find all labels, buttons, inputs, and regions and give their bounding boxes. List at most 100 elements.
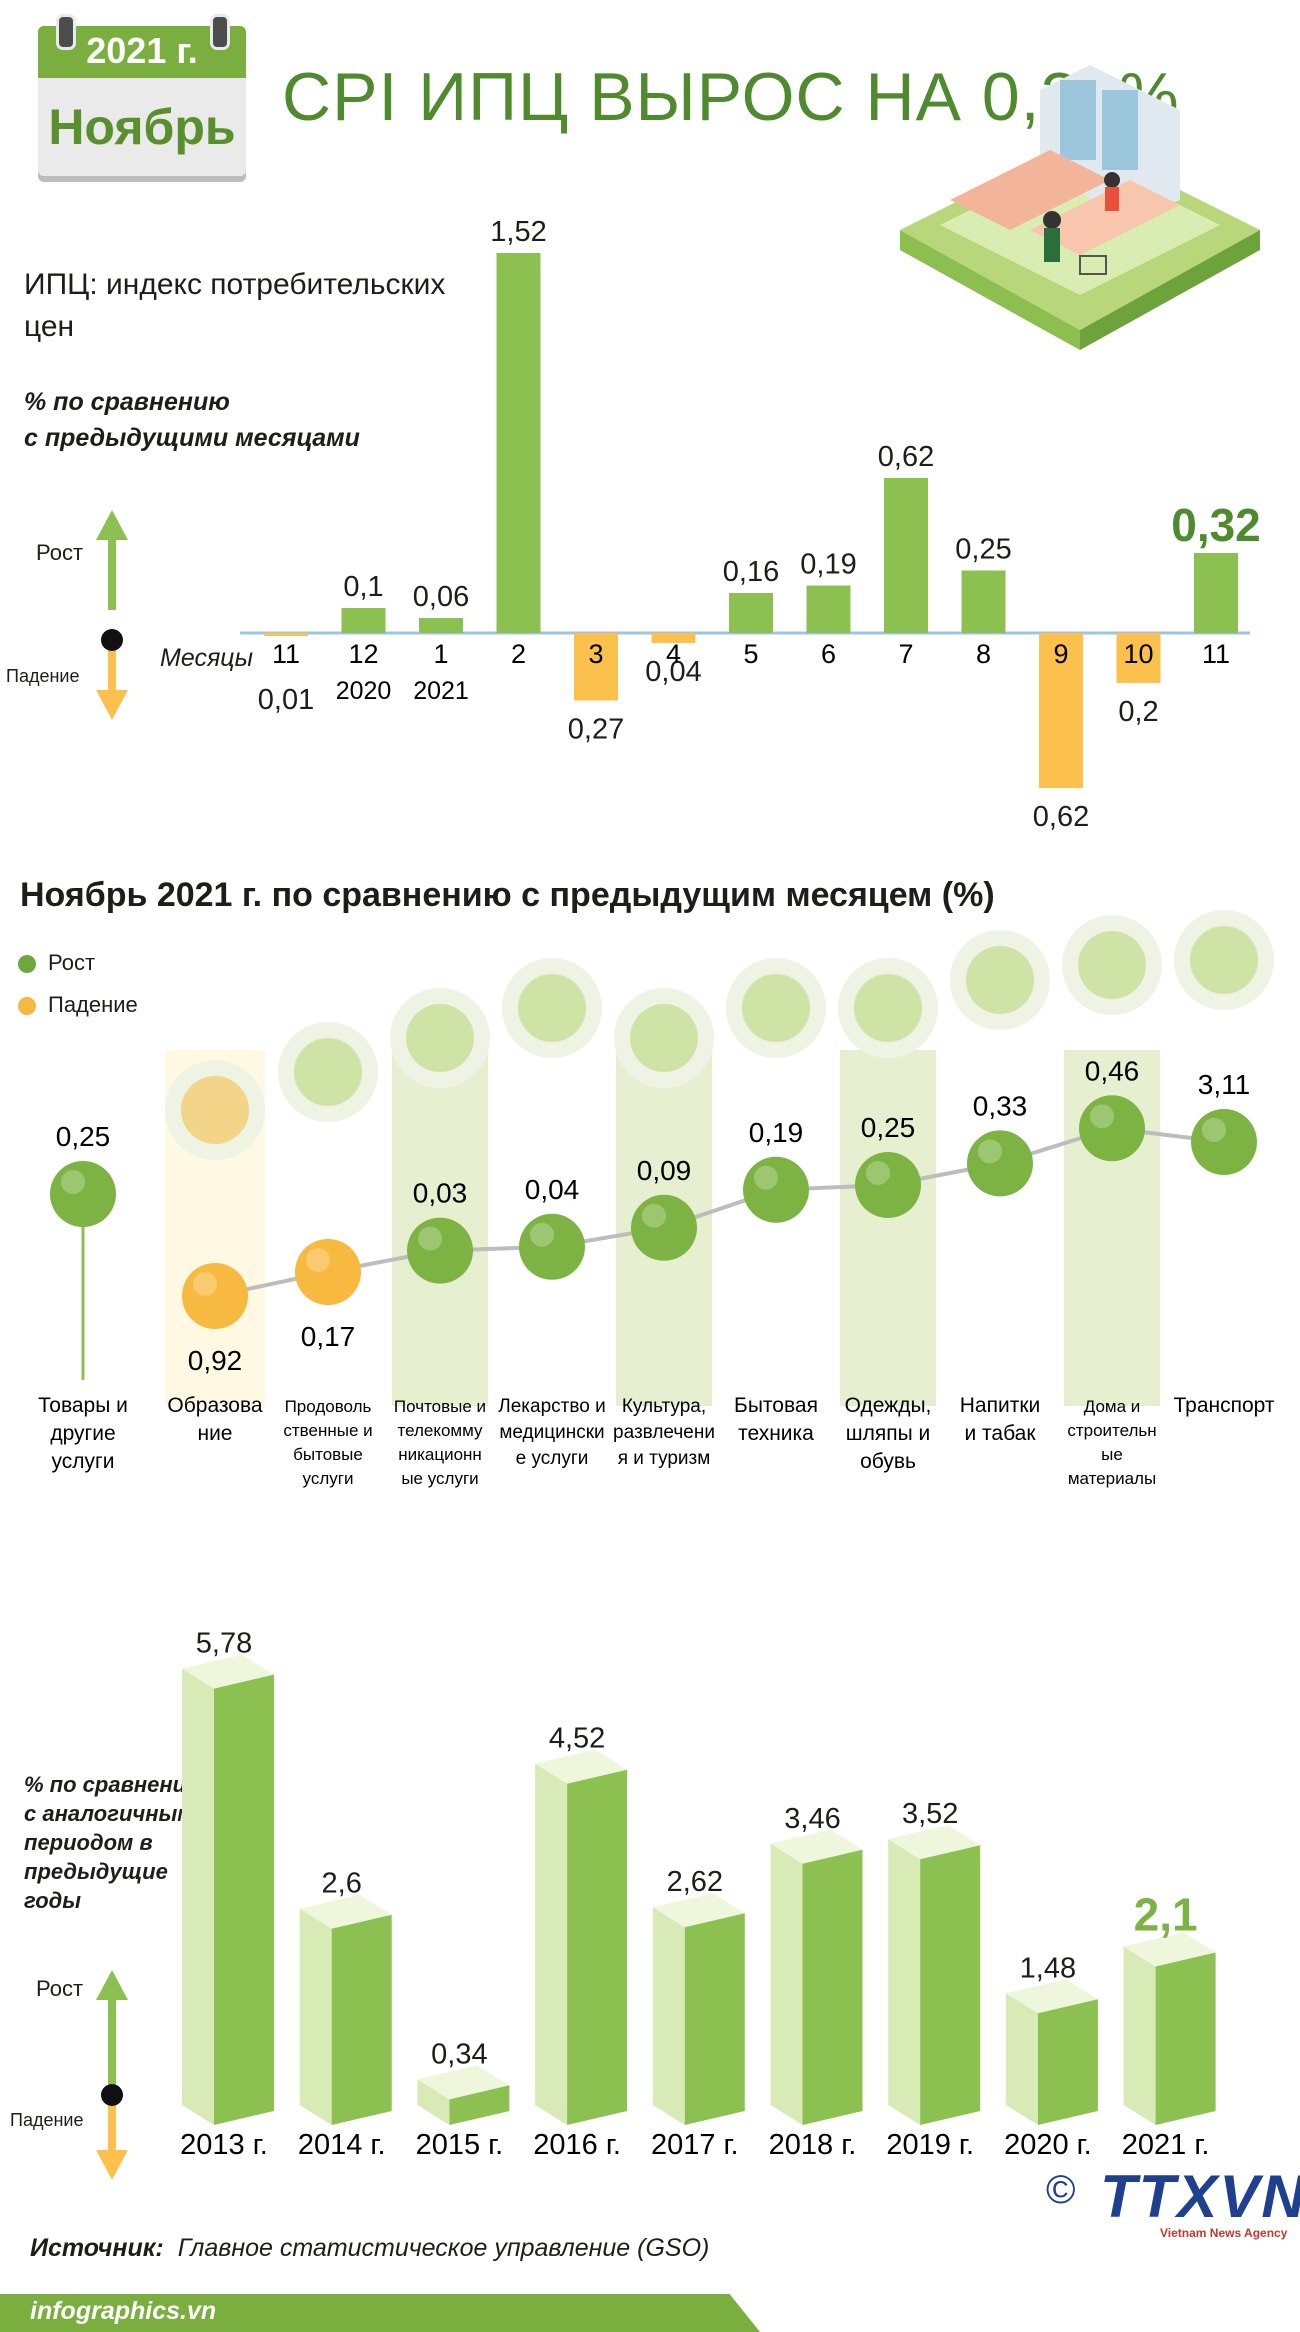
category-label: Культура,	[622, 1396, 706, 1417]
washing-machine-icon	[726, 958, 826, 1058]
category-label: Одежды,	[845, 1394, 932, 1417]
annual-bar-side	[770, 1843, 803, 2125]
annual-value-label: 0,34	[431, 2038, 487, 2070]
category-dot-shine	[418, 1226, 442, 1251]
calendar-badge: 2021 г. Ноябрь	[38, 14, 246, 186]
annual-bar	[888, 1825, 981, 2125]
category-cpi-chart: 0,25 Товары и другие услуги 0,92 Образова ние 0…	[38, 910, 1275, 1488]
annual-bar-top	[888, 1825, 981, 1860]
annual-bar-side	[888, 1839, 921, 2125]
monthly-value-label: 0,62	[878, 441, 934, 473]
annual-tick-label: 2020 г.	[1004, 2129, 1092, 2161]
annual-bar-side	[417, 2079, 450, 2125]
house-icon	[1062, 915, 1162, 1015]
category-icon-glyph	[294, 1038, 362, 1106]
annual-bar	[770, 1829, 863, 2125]
annual-bar-top	[1123, 1932, 1216, 1967]
monthly-bar	[961, 570, 1006, 633]
category-dot	[631, 1194, 697, 1261]
category-dot	[182, 1263, 248, 1329]
monthly-bar	[341, 608, 386, 633]
annual-tick-label: 2021 г.	[1122, 2129, 1210, 2161]
annual-tick-label: 2015 г.	[416, 2129, 504, 2161]
calendar-body	[38, 78, 246, 176]
annual-fall-label: Падение	[10, 2110, 84, 2130]
category-label: никационн	[398, 1445, 482, 1464]
monthly-rise-label: Рост	[36, 540, 84, 565]
category-icon-glyph	[1078, 931, 1146, 999]
annual-bar-side	[652, 1907, 685, 2125]
monthly-value-label: 0,2	[1118, 696, 1158, 728]
annual-bar-front	[684, 1913, 745, 2125]
monthly-tick-label: 7	[898, 639, 913, 669]
annual-tick-label: 2017 г.	[651, 2129, 739, 2161]
category-label: шляпы и	[846, 1422, 931, 1445]
category-label: услуги	[303, 1469, 354, 1488]
monthly-value-label: 0,32	[1171, 499, 1261, 551]
annual-bar	[299, 1894, 392, 2125]
footer-site[interactable]: infographics.vn	[30, 2297, 217, 2325]
ttxvn-logo-subtitle: Vietnam News Agency	[1160, 2226, 1288, 2240]
annual-bar-side	[299, 1908, 332, 2125]
legend-fall-dot	[18, 997, 36, 1016]
annual-cpi-chart: 5,78 2013 г. 2,6 2014 г. 0,34 2015 г. 4,52 2016…	[180, 1628, 1216, 2161]
category-value-label: 0,09	[637, 1155, 692, 1186]
annual-value-label: 3,52	[902, 1798, 958, 1830]
annual-bar-front	[567, 1769, 628, 2125]
category-label: и табак	[964, 1422, 1036, 1445]
cpi-definition: ИПЦ: индекс потребительских цен	[24, 264, 445, 348]
category-dot-shine	[306, 1248, 330, 1272]
monthly-tick-label: 6	[821, 639, 836, 669]
annual-bar	[1123, 1932, 1216, 2125]
category-dot-shine	[754, 1165, 778, 1190]
category-label: Транспорт	[1174, 1394, 1275, 1417]
monthly-value-label: 0,01	[258, 684, 314, 716]
category-icon-glyph	[854, 974, 922, 1042]
annual-bar-front	[331, 1914, 392, 2125]
annual-value-label: 2,6	[322, 1868, 362, 1900]
monthly-tick-label: 12	[348, 639, 378, 669]
category-label: материалы	[1068, 1469, 1156, 1488]
monthly-tick-label: 5	[743, 639, 758, 669]
legend-rise-label: Рост	[48, 950, 96, 975]
categories-section-title: Ноябрь 2021 г. по сравнению с предыдущим…	[20, 876, 995, 914]
category-label: телекомму	[397, 1421, 483, 1440]
annual-bar-front	[920, 1845, 981, 2125]
category-label: строительн	[1067, 1421, 1156, 1440]
monthly-tick-label: 1	[433, 639, 448, 669]
category-dot	[407, 1217, 473, 1284]
category-dot-shine	[193, 1272, 217, 1296]
monthly-fall-label: Падение	[6, 666, 80, 686]
annual-note-line: с аналогичным	[24, 1801, 194, 1826]
monthly-value-label: 0,25	[955, 534, 1011, 566]
category-label: Дома и	[1084, 1397, 1141, 1416]
annual-bar-side	[1123, 1946, 1156, 2125]
calendar-ring	[210, 14, 230, 50]
annual-tick-label: 2013 г.	[180, 2129, 268, 2161]
category-dot-shine	[1090, 1104, 1114, 1129]
category-dot	[967, 1130, 1033, 1197]
annual-tick-label: 2019 г.	[886, 2129, 974, 2161]
category-value-label: 0,19	[749, 1117, 804, 1148]
monthly-bar	[574, 633, 618, 701]
legend-fall: Падение	[18, 992, 138, 1018]
copyright-symbol: ©	[1046, 2168, 1076, 2212]
footer-band	[0, 2294, 760, 2332]
legend-rise-dot	[18, 955, 36, 974]
category-value-label: 0,25	[56, 1121, 111, 1152]
annual-bar-side	[535, 1763, 568, 2125]
annual-tick-label: 2018 г.	[769, 2129, 857, 2161]
category-dot	[855, 1152, 921, 1218]
category-label: техника	[738, 1422, 814, 1445]
legend-rise: Рост	[18, 950, 95, 976]
annual-bar-top	[299, 1894, 392, 1929]
monthly-value-label: 0,27	[568, 714, 624, 746]
clothes-shoes-icon	[838, 958, 938, 1058]
category-dot-shine	[1202, 1118, 1226, 1142]
monthly-tick-label: 2	[511, 639, 526, 669]
annual-bar-front	[1155, 1952, 1216, 2125]
store-illustration	[900, 65, 1260, 350]
monthly-value-label: 0,1	[343, 571, 383, 603]
monthly-value-label: 0,16	[723, 556, 779, 588]
annual-note-line: периодом в	[24, 1830, 153, 1855]
